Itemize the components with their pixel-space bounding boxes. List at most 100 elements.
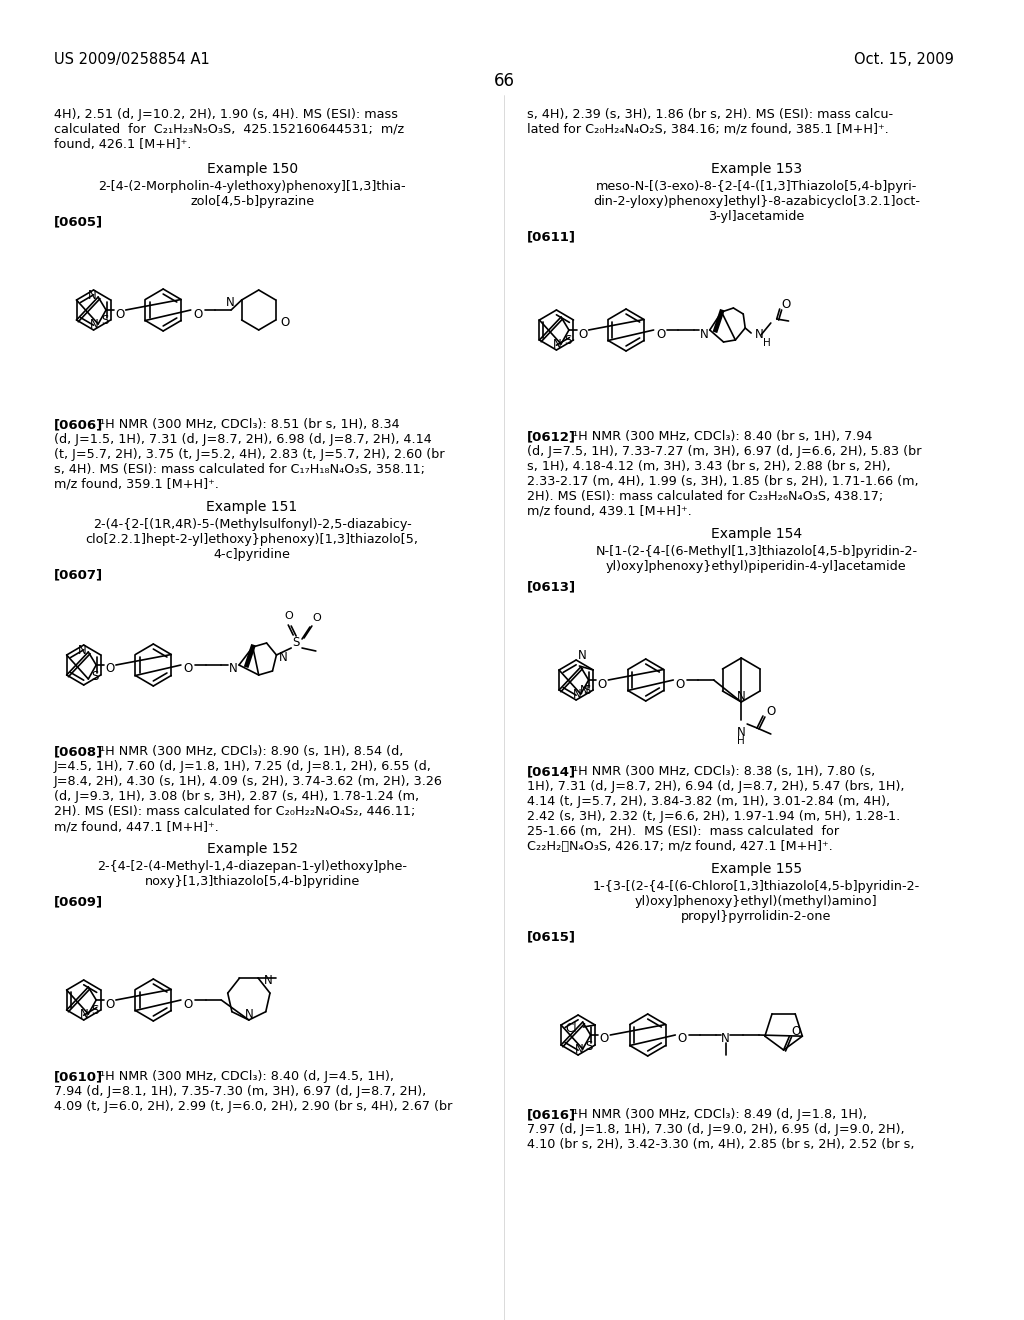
Text: propyl}pyrrolidin-2-one: propyl}pyrrolidin-2-one xyxy=(681,909,831,923)
Text: [0614]: [0614] xyxy=(527,766,577,777)
Text: 3-yl]acetamide: 3-yl]acetamide xyxy=(709,210,805,223)
Text: 25-1.66 (m,  2H).  MS (ESI):  mass calculated  for: 25-1.66 (m, 2H). MS (ESI): mass calculat… xyxy=(527,825,839,838)
Text: [0605]: [0605] xyxy=(54,215,103,228)
Text: S: S xyxy=(293,636,300,649)
Text: [0615]: [0615] xyxy=(527,931,575,942)
Text: ¹H NMR (300 MHz, CDCl₃): 8.49 (d, J=1.8, 1H),: ¹H NMR (300 MHz, CDCl₃): 8.49 (d, J=1.8,… xyxy=(573,1107,867,1121)
Text: [0606]: [0606] xyxy=(54,418,103,432)
Text: O: O xyxy=(656,327,666,341)
Text: O: O xyxy=(281,317,290,330)
Text: N: N xyxy=(553,338,562,351)
Text: lated for C₂₀H₂₄N₄O₂S, 384.16; m/z found, 385.1 [M+H]⁺.: lated for C₂₀H₂₄N₄O₂S, 384.16; m/z found… xyxy=(527,123,889,136)
Text: [0608]: [0608] xyxy=(54,744,103,758)
Text: N: N xyxy=(228,663,238,676)
Text: Oct. 15, 2009: Oct. 15, 2009 xyxy=(854,51,954,67)
Text: O: O xyxy=(678,1032,687,1045)
Text: S: S xyxy=(91,669,98,682)
Text: ¹H NMR (300 MHz, CDCl₃): 8.51 (br s, 1H), 8.34: ¹H NMR (300 MHz, CDCl₃): 8.51 (br s, 1H)… xyxy=(100,418,400,432)
Text: N: N xyxy=(264,974,273,986)
Text: H: H xyxy=(737,737,745,746)
Text: N: N xyxy=(79,644,87,657)
Text: [0609]: [0609] xyxy=(54,895,103,908)
Text: zolo[4,5-b]pyrazine: zolo[4,5-b]pyrazine xyxy=(190,195,314,209)
Text: S: S xyxy=(91,1005,98,1018)
Text: [0612]: [0612] xyxy=(527,430,575,444)
Text: (t, J=5.7, 2H), 3.75 (t, J=5.2, 4H), 2.83 (t, J=5.7, 2H), 2.60 (br: (t, J=5.7, 2H), 3.75 (t, J=5.2, 4H), 2.8… xyxy=(54,447,444,461)
Text: O: O xyxy=(579,327,588,341)
Text: N: N xyxy=(737,690,745,704)
Text: noxy}[1,3]thiazolo[5,4-b]pyridine: noxy}[1,3]thiazolo[5,4-b]pyridine xyxy=(144,875,359,888)
Text: O: O xyxy=(312,612,321,623)
Text: 4-c]pyridine: 4-c]pyridine xyxy=(214,548,291,561)
Text: ¹H NMR (300 MHz, CDCl₃): 8.40 (br s, 1H), 7.94: ¹H NMR (300 MHz, CDCl₃): 8.40 (br s, 1H)… xyxy=(573,430,872,444)
Text: 7.97 (d, J=1.8, 1H), 7.30 (d, J=9.0, 2H), 6.95 (d, J=9.0, 2H),: 7.97 (d, J=1.8, 1H), 7.30 (d, J=9.0, 2H)… xyxy=(527,1123,904,1137)
Text: Cl: Cl xyxy=(566,1022,578,1035)
Text: US 2009/0258854 A1: US 2009/0258854 A1 xyxy=(54,51,210,67)
Text: Example 150: Example 150 xyxy=(207,162,298,176)
Text: 4.09 (t, J=6.0, 2H), 2.99 (t, J=6.0, 2H), 2.90 (br s, 4H), 2.67 (br: 4.09 (t, J=6.0, 2H), 2.99 (t, J=6.0, 2H)… xyxy=(54,1100,453,1113)
Text: 2H). MS (ESI): mass calculated for C₂₃H₂₆N₄O₃S, 438.17;: 2H). MS (ESI): mass calculated for C₂₃H₂… xyxy=(527,490,883,503)
Text: ¹H NMR (300 MHz, CDCl₃): 8.38 (s, 1H), 7.80 (s,: ¹H NMR (300 MHz, CDCl₃): 8.38 (s, 1H), 7… xyxy=(573,766,876,777)
Text: O: O xyxy=(105,663,115,676)
Text: N-[1-(2-{4-[(6-Methyl[1,3]thiazolo[4,5-b]pyridin-2-: N-[1-(2-{4-[(6-Methyl[1,3]thiazolo[4,5-b… xyxy=(595,545,918,558)
Text: 2.33-2.17 (m, 4H), 1.99 (s, 3H), 1.85 (br s, 2H), 1.71-1.66 (m,: 2.33-2.17 (m, 4H), 1.99 (s, 3H), 1.85 (b… xyxy=(527,475,919,488)
Text: N: N xyxy=(574,1043,584,1056)
Text: 1-{3-[(2-{4-[(6-Chloro[1,3]thiazolo[4,5-b]pyridin-2-: 1-{3-[(2-{4-[(6-Chloro[1,3]thiazolo[4,5-… xyxy=(593,880,920,894)
Text: (d, J=1.5, 1H), 7.31 (d, J=8.7, 2H), 6.98 (d, J=8.7, 2H), 4.14: (d, J=1.5, 1H), 7.31 (d, J=8.7, 2H), 6.9… xyxy=(54,433,432,446)
Text: m/z found, 447.1 [M+H]⁺.: m/z found, 447.1 [M+H]⁺. xyxy=(54,820,219,833)
Text: 2-{4-[2-(4-Methyl-1,4-diazepan-1-yl)ethoxy]phe-: 2-{4-[2-(4-Methyl-1,4-diazepan-1-yl)etho… xyxy=(97,861,408,873)
Text: 4.14 (t, J=5.7, 2H), 3.84-3.82 (m, 1H), 3.01-2.84 (m, 4H),: 4.14 (t, J=5.7, 2H), 3.84-3.82 (m, 1H), … xyxy=(527,795,890,808)
Text: O: O xyxy=(781,298,791,312)
Text: 4.10 (br s, 2H), 3.42-3.30 (m, 4H), 2.85 (br s, 2H), 2.52 (br s,: 4.10 (br s, 2H), 3.42-3.30 (m, 4H), 2.85… xyxy=(527,1138,914,1151)
Text: S: S xyxy=(101,314,109,327)
Text: S: S xyxy=(586,1040,593,1052)
Text: 7.94 (d, J=8.1, 1H), 7.35-7.30 (m, 3H), 6.97 (d, J=8.7, 2H),: 7.94 (d, J=8.1, 1H), 7.35-7.30 (m, 3H), … xyxy=(54,1085,426,1098)
Text: ¹H NMR (300 MHz, CDCl₃): 8.90 (s, 1H), 8.54 (d,: ¹H NMR (300 MHz, CDCl₃): 8.90 (s, 1H), 8… xyxy=(100,744,403,758)
Text: O: O xyxy=(105,998,115,1011)
Text: O: O xyxy=(285,611,294,620)
Text: din-2-yloxy)phenoxy]ethyl}-8-azabicyclo[3.2.1]oct-: din-2-yloxy)phenoxy]ethyl}-8-azabicyclo[… xyxy=(593,195,920,209)
Text: 2H). MS (ESI): mass calculated for C₂₀H₂₂N₄O₄S₂, 446.11;: 2H). MS (ESI): mass calculated for C₂₀H₂… xyxy=(54,805,416,818)
Text: N: N xyxy=(245,1008,253,1020)
Text: N: N xyxy=(279,651,287,664)
Text: O: O xyxy=(767,705,776,718)
Text: O: O xyxy=(183,663,193,676)
Text: s, 4H). MS (ESI): mass calculated for C₁₇H₁₈N₄O₃S, 358.11;: s, 4H). MS (ESI): mass calculated for C₁… xyxy=(54,463,425,477)
Text: N: N xyxy=(90,318,99,331)
Text: yl)oxy]phenoxy}ethyl)piperidin-4-yl]acetamide: yl)oxy]phenoxy}ethyl)piperidin-4-yl]acet… xyxy=(606,560,906,573)
Text: ¹H NMR (300 MHz, CDCl₃): 8.40 (d, J=4.5, 1H),: ¹H NMR (300 MHz, CDCl₃): 8.40 (d, J=4.5,… xyxy=(100,1071,394,1082)
Text: s, 1H), 4.18-4.12 (m, 3H), 3.43 (br s, 2H), 2.88 (br s, 2H),: s, 1H), 4.18-4.12 (m, 3H), 3.43 (br s, 2… xyxy=(527,459,891,473)
Text: S: S xyxy=(584,685,591,697)
Text: found, 426.1 [M+H]⁺.: found, 426.1 [M+H]⁺. xyxy=(54,139,191,150)
Text: J=4.5, 1H), 7.60 (d, J=1.8, 1H), 7.25 (d, J=8.1, 2H), 6.55 (d,: J=4.5, 1H), 7.60 (d, J=1.8, 1H), 7.25 (d… xyxy=(54,760,432,774)
Text: O: O xyxy=(116,308,125,321)
Text: O: O xyxy=(598,677,607,690)
Text: calculated  for  C₂₁H₂₃N₅O₃S,  425.152160644531;  m/z: calculated for C₂₁H₂₃N₅O₃S, 425.15216064… xyxy=(54,123,404,136)
Text: O: O xyxy=(792,1026,801,1038)
Text: C₂₂H₂⁦N₄O₃S, 426.17; m/z found, 427.1 [M+H]⁺.: C₂₂H₂⁦N₄O₃S, 426.17; m/z found, 427.1 [M… xyxy=(527,840,833,853)
Text: N: N xyxy=(580,685,588,697)
Text: N: N xyxy=(755,329,764,342)
Text: clo[2.2.1]hept-2-yl]ethoxy}phenoxy)[1,3]thiazolo[5,: clo[2.2.1]hept-2-yl]ethoxy}phenoxy)[1,3]… xyxy=(86,533,419,546)
Text: [0616]: [0616] xyxy=(527,1107,577,1121)
Text: N: N xyxy=(721,1032,730,1045)
Text: (d, J=9.3, 1H), 3.08 (br s, 3H), 2.87 (s, 4H), 1.78-1.24 (m,: (d, J=9.3, 1H), 3.08 (br s, 3H), 2.87 (s… xyxy=(54,789,419,803)
Text: meso-N-[(3-exo)-8-{2-[4-([1,3]Thiazolo[5,4-b]pyri-: meso-N-[(3-exo)-8-{2-[4-([1,3]Thiazolo[5… xyxy=(596,180,918,193)
Text: H: H xyxy=(763,338,771,348)
Text: yl)oxy]phenoxy}ethyl)(methyl)amino]: yl)oxy]phenoxy}ethyl)(methyl)amino] xyxy=(635,895,878,908)
Text: Example 151: Example 151 xyxy=(207,500,298,513)
Text: m/z found, 359.1 [M+H]⁺.: m/z found, 359.1 [M+H]⁺. xyxy=(54,478,219,491)
Text: N: N xyxy=(88,289,97,302)
Text: 1H), 7.31 (d, J=8.7, 2H), 6.94 (d, J=8.7, 2H), 5.47 (brs, 1H),: 1H), 7.31 (d, J=8.7, 2H), 6.94 (d, J=8.7… xyxy=(527,780,904,793)
Text: N: N xyxy=(737,726,745,739)
Text: [0610]: [0610] xyxy=(54,1071,103,1082)
Text: N: N xyxy=(226,297,234,309)
Text: m/z found, 439.1 [M+H]⁺.: m/z found, 439.1 [M+H]⁺. xyxy=(527,506,691,517)
Text: 2.42 (s, 3H), 2.32 (t, J=6.6, 2H), 1.97-1.94 (m, 5H), 1.28-1.: 2.42 (s, 3H), 2.32 (t, J=6.6, 2H), 1.97-… xyxy=(527,810,900,822)
Text: O: O xyxy=(600,1032,609,1045)
Text: O: O xyxy=(193,308,203,321)
Text: N: N xyxy=(80,1008,89,1020)
Text: S: S xyxy=(564,334,571,347)
Text: 66: 66 xyxy=(494,73,515,90)
Text: [0613]: [0613] xyxy=(527,579,577,593)
